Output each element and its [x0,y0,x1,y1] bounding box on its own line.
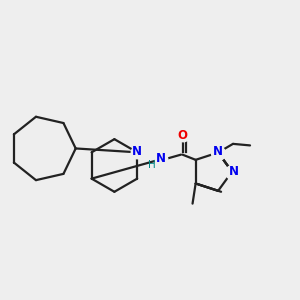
Text: N: N [132,145,142,158]
Text: N: N [229,165,238,178]
Text: N: N [213,146,223,158]
Text: O: O [178,129,188,142]
Text: N: N [156,152,166,165]
Text: H: H [148,160,156,170]
